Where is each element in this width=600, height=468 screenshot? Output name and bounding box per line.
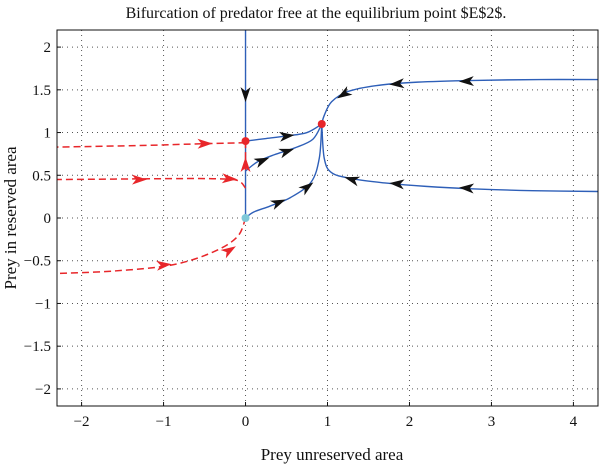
y-tick-label: −1.5 <box>24 339 51 355</box>
direction-arrow-red <box>240 157 251 173</box>
y-tick-label: 1.5 <box>32 83 51 99</box>
direction-arrow-red <box>197 138 213 149</box>
x-axis-label: Prey unreserved area <box>261 445 404 464</box>
direction-arrow-black <box>458 76 474 87</box>
equilibrium-point <box>241 214 250 222</box>
solid-trajectory <box>321 78 599 125</box>
direction-arrow-black <box>278 131 295 142</box>
y-tick-label: −2 <box>35 382 51 398</box>
direction-arrow-black <box>389 179 405 190</box>
y-tick-label: −1 <box>35 296 51 312</box>
direction-arrow-black <box>389 78 405 89</box>
direction-arrow-black <box>298 182 314 196</box>
x-tick-label: 1 <box>324 414 332 430</box>
direction-arrow-black <box>458 183 475 194</box>
x-tick-label: 2 <box>406 414 414 430</box>
x-tick-label: −1 <box>156 414 172 430</box>
direction-arrow-red <box>221 173 238 184</box>
solid-trajectory <box>245 123 323 219</box>
direction-arrow-red <box>156 260 172 271</box>
dashed-trajectory <box>56 142 246 148</box>
direction-arrow-black <box>269 199 286 210</box>
direction-arrows <box>131 76 475 271</box>
direction-arrow-black <box>240 87 251 103</box>
direction-arrow-black <box>278 148 295 159</box>
x-tick-label: 4 <box>570 414 578 430</box>
direction-arrow-black <box>253 157 270 169</box>
y-tick-label: 0 <box>44 211 52 227</box>
x-axis-ticks: −2 −1 0 1 2 3 4 <box>74 402 578 430</box>
equilibrium-point <box>317 120 326 128</box>
x-tick-label: 3 <box>488 414 496 430</box>
y-tick-label: −0.5 <box>24 254 51 270</box>
grid-lines <box>57 30 598 406</box>
equilibrium-point <box>241 137 250 146</box>
trajectories <box>56 30 599 275</box>
y-axis-label: Prey in reserved area <box>1 146 20 289</box>
direction-arrow-red <box>220 246 236 259</box>
y-tick-label: 1 <box>44 126 52 142</box>
dashed-trajectory <box>56 217 247 275</box>
direction-arrow-black <box>337 86 353 99</box>
chart-title: Bifurcation of predator free at the equi… <box>126 5 507 22</box>
y-axis-ticks: −2 −1.5 −1 −0.5 0 0.5 1 1.5 2 <box>24 40 61 398</box>
dashed-trajectory <box>56 177 247 189</box>
x-tick-label: 0 <box>242 414 250 430</box>
direction-arrow-red <box>131 174 147 185</box>
y-tick-label: 0.5 <box>32 168 51 184</box>
solid-trajectory <box>321 123 599 193</box>
direction-arrow-black <box>344 176 361 187</box>
x-tick-label: −2 <box>74 414 90 430</box>
equilibrium-points <box>241 120 326 222</box>
y-tick-label: 2 <box>44 40 52 56</box>
